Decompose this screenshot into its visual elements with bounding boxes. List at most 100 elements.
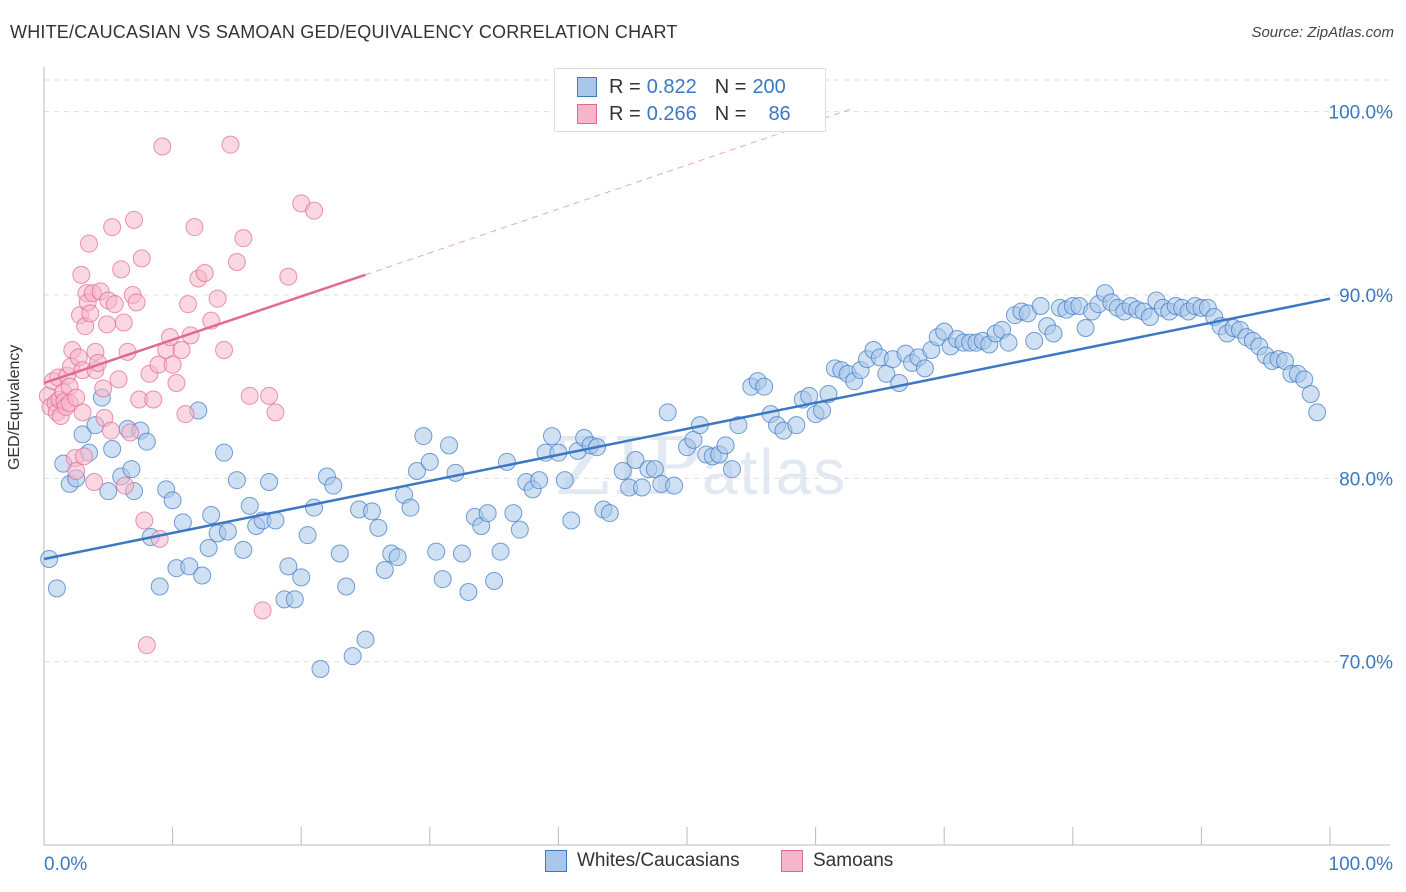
point-whites — [1025, 331, 1044, 350]
point-whites — [279, 557, 298, 576]
point-samoans — [109, 370, 128, 389]
point-whites — [260, 473, 279, 491]
point-samoans — [80, 234, 99, 253]
point-samoans — [266, 403, 285, 422]
point-whites — [530, 471, 549, 490]
point-whites — [729, 416, 748, 435]
point-whites — [1031, 297, 1050, 315]
point-samoans — [253, 601, 272, 620]
bottom-swatch-pink — [781, 850, 803, 872]
point-whites — [362, 502, 381, 521]
point-whites — [485, 572, 504, 590]
source-label: Source: ZipAtlas.com — [1251, 24, 1394, 41]
x-tick-label: 100.0% — [1329, 854, 1394, 875]
point-samoans — [227, 253, 246, 271]
point-whites — [227, 471, 246, 490]
point-whites — [240, 496, 259, 515]
point-samoans — [74, 447, 93, 466]
point-samoans — [67, 462, 86, 480]
point-samoans — [72, 265, 91, 284]
point-whites — [542, 427, 561, 446]
point-whites — [600, 504, 619, 523]
point-samoans — [132, 249, 151, 268]
point-whites — [193, 566, 212, 585]
point-whites — [356, 630, 375, 649]
x-tick-label: 0.0% — [44, 854, 87, 875]
point-whites — [632, 478, 651, 497]
point-whites — [665, 476, 684, 495]
point-whites — [173, 513, 192, 532]
point-samoans — [172, 341, 191, 359]
legend-n-value-whites: 200 — [752, 75, 786, 98]
point-whites — [414, 427, 433, 446]
legend-r-value-whites: 0.822 — [646, 75, 697, 98]
point-whites — [915, 359, 934, 378]
point-samoans — [176, 405, 195, 424]
point-whites — [716, 436, 735, 455]
point-whites — [491, 542, 510, 561]
point-samoans — [135, 511, 154, 530]
point-samoans — [127, 293, 146, 312]
legend-row-whites: R = 0.822 N = 200 — [577, 73, 804, 101]
point-whites — [562, 511, 581, 530]
point-whites — [478, 504, 497, 523]
point-whites — [626, 451, 645, 469]
point-whites — [1308, 403, 1327, 422]
point-samoans — [167, 374, 186, 392]
point-samoans — [195, 264, 214, 282]
legend-swatch-blue — [577, 77, 597, 97]
point-whites — [285, 590, 304, 609]
point-whites — [440, 436, 459, 455]
y-tick-label: 90.0% — [1339, 286, 1393, 307]
point-samoans — [305, 201, 324, 220]
point-samoans — [163, 355, 182, 374]
point-whites — [292, 568, 311, 587]
point-samoans — [137, 636, 156, 655]
point-whites — [388, 548, 407, 567]
chart-title: WHITE/CAUCASIAN VS SAMOAN GED/EQUIVALENC… — [10, 22, 678, 42]
bottom-swatch-blue — [545, 850, 567, 872]
point-whites — [1076, 319, 1095, 337]
point-samoans — [114, 313, 133, 332]
bottom-legend-label-samoans: Samoans — [813, 850, 894, 871]
legend-r-label: R = — [609, 102, 641, 125]
point-whites — [504, 504, 523, 523]
point-whites — [433, 570, 452, 589]
trendline-extension-samoans — [365, 107, 855, 276]
point-whites — [343, 647, 362, 666]
point-whites — [420, 452, 439, 471]
stats-legend: R = 0.822 N = 200 R = 0.266 N = 86 — [554, 68, 826, 132]
point-whites — [555, 471, 574, 490]
point-samoans — [103, 218, 122, 237]
point-samoans — [105, 295, 124, 314]
point-whites — [337, 577, 356, 596]
point-whites — [298, 526, 317, 545]
bottom-legend-label-whites: Whites/Caucasians — [577, 850, 740, 871]
bottom-legend-whites: Whites/Caucasians — [545, 850, 740, 872]
bottom-legend: Whites/Caucasians Samoans — [0, 850, 1406, 878]
point-samoans — [85, 473, 104, 491]
point-whites — [369, 518, 388, 537]
point-samoans — [101, 421, 120, 440]
point-whites — [890, 374, 909, 392]
point-samoans — [144, 390, 163, 409]
point-whites — [407, 462, 426, 480]
point-whites — [218, 522, 237, 541]
point-samoans — [215, 341, 234, 359]
point-whites — [723, 460, 742, 479]
point-whites — [401, 498, 420, 517]
point-samoans — [260, 386, 279, 405]
point-samoans — [279, 267, 298, 286]
point-whites — [122, 460, 141, 479]
point-whites — [199, 539, 218, 557]
point-whites — [202, 506, 221, 524]
point-whites — [1044, 324, 1063, 343]
legend-n-label: N = — [714, 102, 747, 125]
legend-row-samoans: R = 0.266 N = 86 — [577, 100, 809, 128]
point-whites — [215, 443, 234, 462]
point-whites — [324, 476, 343, 495]
point-whites — [234, 540, 253, 559]
point-whites — [330, 544, 349, 563]
legend-r-label: R = — [609, 75, 641, 98]
